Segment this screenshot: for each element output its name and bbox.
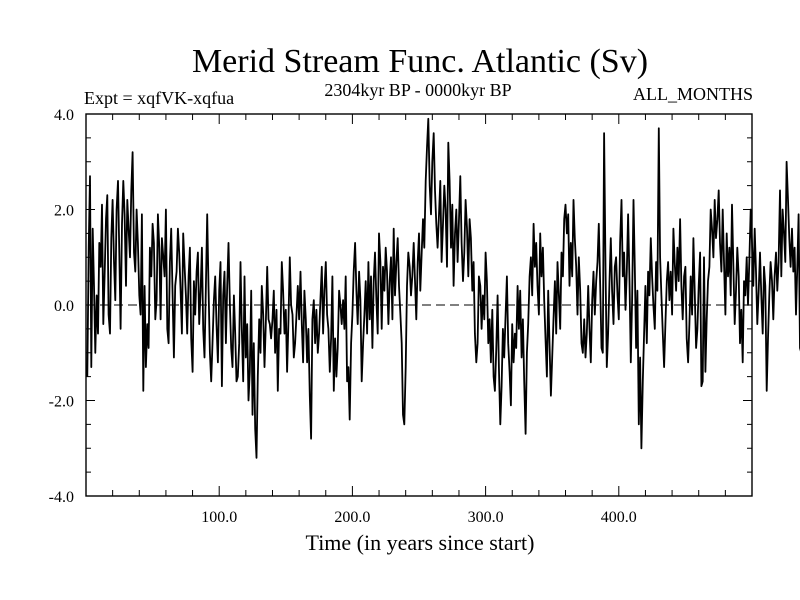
y-tick-label: 4.0 bbox=[54, 107, 74, 124]
chart-title: Merid Stream Func. Atlantic (Sv) bbox=[192, 43, 648, 80]
subtitle-right: ALL_MONTHS bbox=[633, 84, 753, 104]
y-tick-label: -4.0 bbox=[49, 489, 74, 506]
x-tick-label: 100.0 bbox=[201, 509, 237, 526]
y-tick-label: 2.0 bbox=[54, 203, 74, 220]
x-tick-label: 200.0 bbox=[334, 509, 370, 526]
series-line bbox=[86, 117, 800, 459]
x-tick-label: 300.0 bbox=[468, 509, 504, 526]
subtitle-center: 2304kyr BP - 0000kyr BP bbox=[324, 80, 511, 100]
x-axis-label: Time (in years since start) bbox=[306, 530, 535, 555]
x-tick-label: 400.0 bbox=[601, 509, 637, 526]
y-tick-label: -2.0 bbox=[49, 394, 74, 411]
y-tick-label: 0.0 bbox=[54, 298, 74, 315]
subtitle-left: Expt = xqfVK-xqfua bbox=[84, 88, 234, 108]
plot-area: -4.0 -2.0 0.0 2.0 4.0 100.0 200.0 300.0 400.0 bbox=[49, 107, 800, 526]
